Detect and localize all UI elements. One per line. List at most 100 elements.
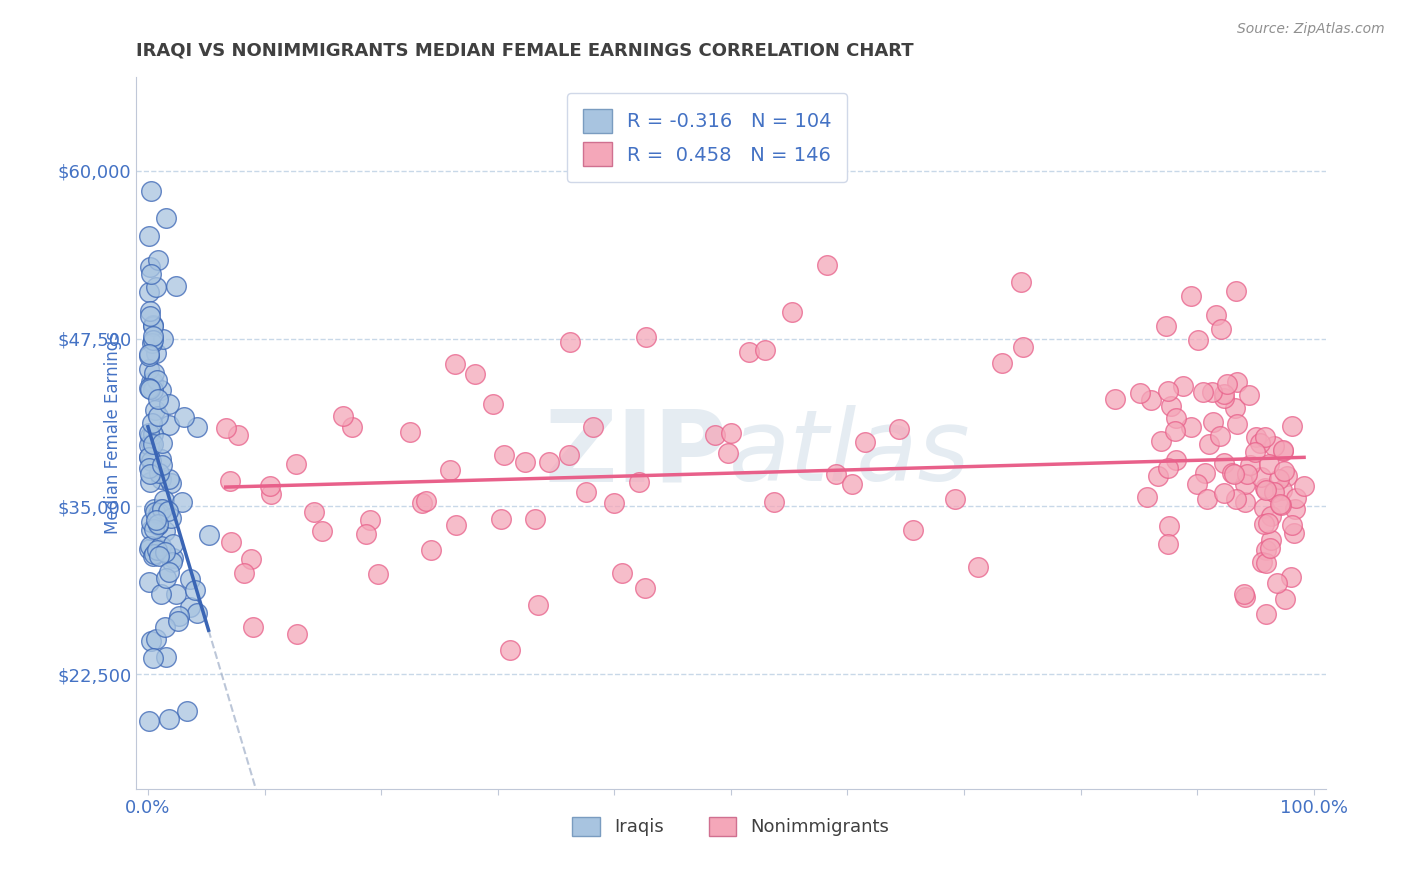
Point <box>139 304 162 318</box>
Point <box>148 466 170 480</box>
Point <box>139 515 162 529</box>
Point <box>141 375 163 389</box>
Point <box>143 548 166 562</box>
Point <box>1225 284 1247 298</box>
Point <box>141 416 163 430</box>
Point <box>1205 308 1227 322</box>
Point <box>155 649 177 664</box>
Point <box>145 513 167 527</box>
Point <box>215 420 238 434</box>
Point <box>1222 467 1244 482</box>
Point <box>138 467 160 482</box>
Point <box>1281 518 1303 533</box>
Point <box>167 614 190 628</box>
Point <box>1244 445 1267 459</box>
Point <box>1104 392 1126 406</box>
Point <box>1258 541 1281 555</box>
Point <box>139 184 162 198</box>
Point <box>197 527 219 541</box>
Point <box>1254 483 1277 497</box>
Point <box>1213 456 1236 470</box>
Point <box>157 397 180 411</box>
Point <box>1157 519 1180 533</box>
Point <box>156 504 179 518</box>
Point <box>1222 467 1244 481</box>
Point <box>1192 385 1215 400</box>
Point <box>152 332 174 346</box>
Point <box>142 319 165 334</box>
Point <box>1012 340 1035 354</box>
Point <box>150 383 173 397</box>
Point <box>720 425 742 440</box>
Point <box>491 512 513 526</box>
Point <box>138 574 160 589</box>
Point <box>1267 576 1289 591</box>
Point <box>142 383 165 397</box>
Point <box>139 437 162 451</box>
Point <box>1253 516 1275 531</box>
Point <box>149 501 172 516</box>
Point <box>138 426 160 441</box>
Point <box>1284 502 1306 516</box>
Point <box>582 420 605 434</box>
Point <box>1149 434 1171 449</box>
Point <box>763 495 786 509</box>
Point <box>142 436 165 450</box>
Point <box>1268 472 1291 486</box>
Point <box>1277 469 1299 483</box>
Point <box>150 458 173 472</box>
Point <box>1163 424 1185 438</box>
Point <box>1254 430 1277 444</box>
Point <box>1268 497 1291 511</box>
Point <box>162 551 184 566</box>
Point <box>186 607 208 621</box>
Point <box>1154 318 1177 333</box>
Text: atlas: atlas <box>728 406 970 502</box>
Point <box>332 409 354 423</box>
Point <box>1270 498 1292 512</box>
Point <box>155 571 177 585</box>
Point <box>173 410 195 425</box>
Point <box>444 518 467 533</box>
Point <box>157 712 180 726</box>
Point <box>342 419 364 434</box>
Point <box>148 549 170 563</box>
Point <box>1257 516 1279 531</box>
Point <box>901 524 924 538</box>
Point <box>1272 442 1295 457</box>
Point <box>155 545 177 559</box>
Point <box>1194 467 1216 481</box>
Point <box>138 349 160 363</box>
Point <box>439 463 461 477</box>
Point <box>1279 570 1302 584</box>
Point <box>1260 508 1282 523</box>
Point <box>1233 590 1256 604</box>
Point <box>481 397 503 411</box>
Point <box>179 572 201 586</box>
Point <box>1216 376 1239 391</box>
Point <box>165 279 187 293</box>
Point <box>142 651 165 665</box>
Point <box>1239 388 1261 402</box>
Point <box>1208 429 1230 443</box>
Point <box>145 345 167 359</box>
Point <box>1187 477 1209 491</box>
Point <box>1171 379 1194 393</box>
Point <box>1274 592 1296 607</box>
Point <box>145 279 167 293</box>
Point <box>160 555 183 569</box>
Point <box>537 455 560 469</box>
Point <box>1233 495 1256 509</box>
Point <box>1197 492 1219 507</box>
Point <box>139 267 162 281</box>
Point <box>143 505 166 519</box>
Point <box>242 620 264 634</box>
Point <box>138 381 160 395</box>
Point <box>146 518 169 533</box>
Point <box>142 426 165 441</box>
Point <box>1164 452 1187 467</box>
Point <box>1140 393 1163 408</box>
Point <box>399 425 422 439</box>
Text: IRAQI VS NONIMMIGRANTS MEDIAN FEMALE EARNINGS CORRELATION CHART: IRAQI VS NONIMMIGRANTS MEDIAN FEMALE EAR… <box>136 42 914 60</box>
Point <box>143 522 166 536</box>
